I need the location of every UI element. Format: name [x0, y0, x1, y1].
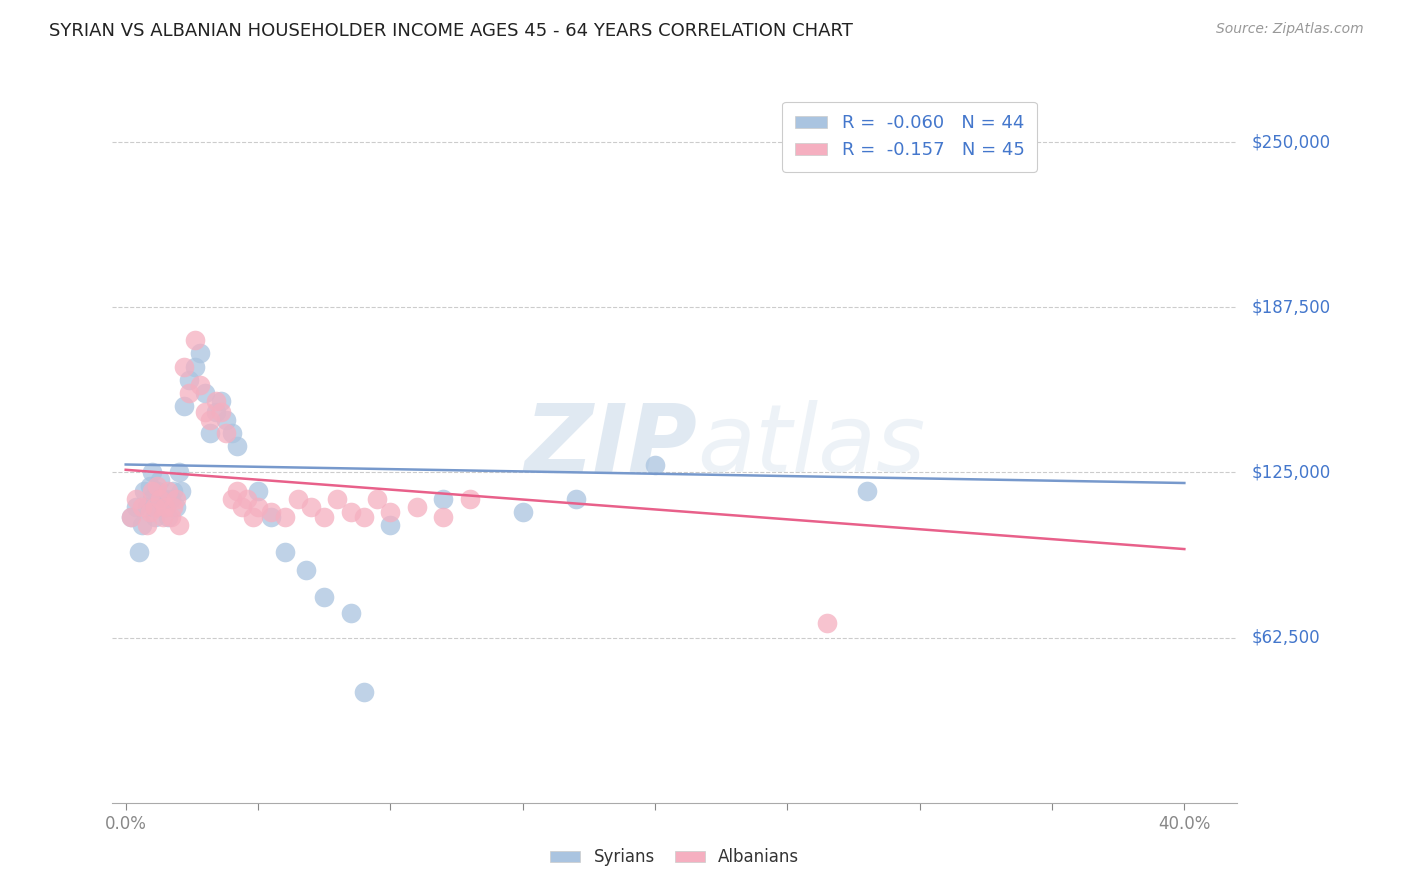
Point — [165, 500, 187, 514]
Point — [339, 505, 361, 519]
Point — [458, 491, 481, 506]
Point — [314, 590, 336, 604]
Point — [200, 412, 222, 426]
Text: Source: ZipAtlas.com: Source: ZipAtlas.com — [1216, 22, 1364, 37]
Point — [380, 505, 402, 519]
Point — [815, 616, 838, 631]
Text: atlas: atlas — [697, 401, 925, 491]
Point — [167, 518, 190, 533]
Point — [143, 510, 166, 524]
Point — [143, 500, 166, 514]
Point — [188, 378, 211, 392]
Point — [194, 404, 217, 418]
Point — [131, 518, 153, 533]
Point — [188, 346, 211, 360]
Text: $62,500: $62,500 — [1251, 629, 1320, 647]
Point — [138, 505, 160, 519]
Point — [221, 491, 243, 506]
Point — [152, 491, 174, 506]
Point — [135, 500, 157, 514]
Point — [146, 483, 169, 498]
Point — [287, 491, 309, 506]
Point — [260, 505, 283, 519]
Point — [128, 545, 150, 559]
Point — [314, 510, 336, 524]
Point — [380, 518, 402, 533]
Point — [165, 491, 187, 506]
Point — [120, 510, 142, 524]
Text: $125,000: $125,000 — [1251, 464, 1330, 482]
Point — [131, 500, 153, 514]
Point — [242, 510, 264, 524]
Point — [138, 478, 160, 492]
Point — [512, 505, 534, 519]
Point — [326, 491, 349, 506]
Point — [141, 491, 163, 506]
Point — [231, 500, 253, 514]
Point — [855, 483, 877, 498]
Point — [179, 386, 201, 401]
Point — [125, 500, 148, 514]
Point — [149, 491, 172, 506]
Point — [432, 510, 454, 524]
Point — [162, 500, 184, 514]
Point — [159, 491, 181, 506]
Point — [141, 466, 163, 480]
Point — [179, 373, 201, 387]
Legend: Syrians, Albanians: Syrians, Albanians — [544, 842, 806, 873]
Point — [225, 439, 247, 453]
Point — [247, 500, 270, 514]
Point — [159, 510, 181, 524]
Point — [405, 500, 427, 514]
Point — [221, 425, 243, 440]
Point — [215, 425, 238, 440]
Text: ZIP: ZIP — [524, 400, 697, 492]
Point — [204, 404, 226, 418]
Point — [299, 500, 322, 514]
Point — [432, 491, 454, 506]
Point — [152, 510, 174, 524]
Point — [209, 394, 232, 409]
Point — [170, 483, 193, 498]
Point — [194, 386, 217, 401]
Point — [157, 483, 180, 498]
Text: $187,500: $187,500 — [1251, 298, 1330, 317]
Point — [183, 359, 205, 374]
Point — [209, 404, 232, 418]
Point — [353, 685, 375, 699]
Point — [366, 491, 388, 506]
Text: SYRIAN VS ALBANIAN HOUSEHOLDER INCOME AGES 45 - 64 YEARS CORRELATION CHART: SYRIAN VS ALBANIAN HOUSEHOLDER INCOME AG… — [49, 22, 853, 40]
Point — [339, 606, 361, 620]
Point — [149, 474, 172, 488]
Point — [134, 483, 156, 498]
Point — [564, 491, 586, 506]
Point — [294, 563, 316, 577]
Point — [273, 545, 295, 559]
Point — [200, 425, 222, 440]
Point — [162, 483, 184, 498]
Point — [141, 483, 163, 498]
Point — [167, 466, 190, 480]
Point — [204, 394, 226, 409]
Point — [215, 412, 238, 426]
Point — [644, 458, 666, 472]
Point — [157, 510, 180, 524]
Point — [173, 400, 195, 414]
Point — [273, 510, 295, 524]
Point — [120, 510, 142, 524]
Point — [155, 500, 177, 514]
Point — [173, 359, 195, 374]
Text: $250,000: $250,000 — [1251, 133, 1330, 151]
Point — [183, 333, 205, 347]
Point — [135, 518, 157, 533]
Point — [225, 483, 247, 498]
Point — [260, 510, 283, 524]
Point — [236, 491, 259, 506]
Point — [125, 491, 148, 506]
Point — [247, 483, 270, 498]
Point — [353, 510, 375, 524]
Point — [146, 478, 169, 492]
Point — [155, 500, 177, 514]
